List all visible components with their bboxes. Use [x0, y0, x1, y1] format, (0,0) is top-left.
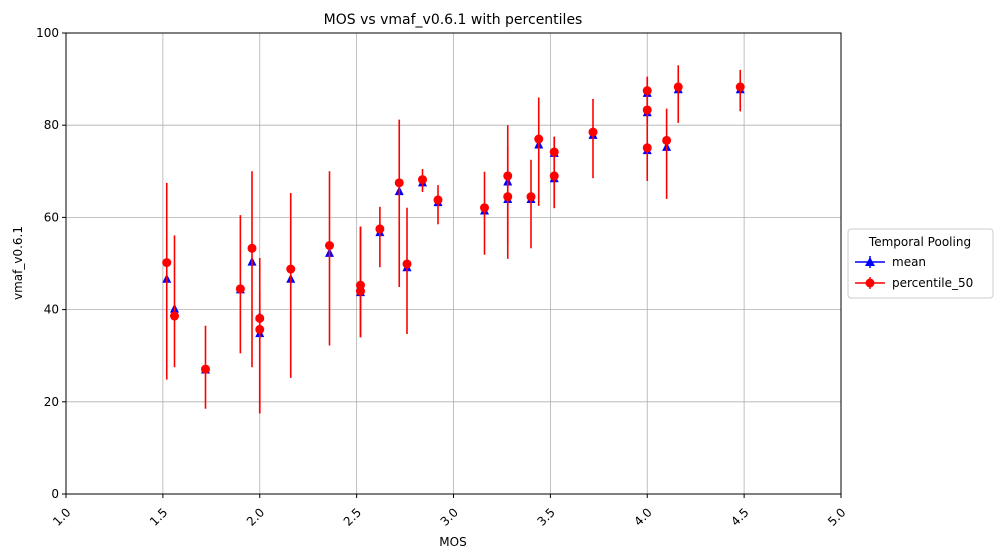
x-tick-label: 4.5 [728, 505, 751, 528]
legend-entry-percentile-50: percentile_50 [855, 276, 973, 290]
percentile-50-point [642, 143, 652, 153]
data-marks [162, 65, 745, 414]
percentile-50-point [247, 243, 257, 253]
percentile-50-point [418, 175, 427, 185]
legend-box [847, 228, 994, 299]
percentile-50-point [402, 259, 412, 269]
percentile-50-point [588, 127, 598, 137]
percentile-50-point [433, 195, 443, 205]
percentile-50-point [549, 171, 559, 181]
y-tick-label: 0 [51, 487, 59, 501]
percentile-50-point [735, 82, 745, 92]
percentile-50-point [201, 364, 210, 374]
y-axis-label: vmaf_v0.6.1 [11, 226, 25, 300]
percentile-50-point [286, 264, 296, 274]
y-tick-label: 60 [44, 210, 59, 224]
percentile-50-point [662, 135, 672, 145]
x-tick-label: 3.0 [438, 505, 461, 528]
grid [65, 32, 842, 495]
y-tick-label: 100 [36, 26, 59, 40]
chart-title: MOS vs vmaf_v0.6.1 with percentiles [324, 12, 583, 28]
percentile-50-point [503, 192, 513, 202]
percentile-50-point [642, 86, 652, 96]
percentile-50-point [170, 311, 179, 321]
percentile-50-point [673, 82, 683, 92]
percentile-50-point [642, 105, 652, 115]
legend-title: Temporal Pooling [868, 235, 971, 249]
x-tick-label: 4.0 [631, 505, 654, 528]
y-tick-label: 20 [44, 395, 59, 409]
percentile-50-point [480, 203, 489, 213]
x-tick-label: 2.5 [341, 505, 364, 528]
x-axis-label: MOS [439, 535, 466, 549]
y-tick-label: 80 [44, 118, 59, 132]
percentile-50-point [162, 258, 172, 268]
percentile-50-point [255, 324, 265, 334]
x-tick-label: 1.5 [147, 505, 170, 528]
legend: Temporal Pooling mean percentile_50 [847, 228, 994, 299]
percentile-50-point [534, 134, 544, 144]
percentile-50-point [255, 313, 265, 323]
x-ticks: 1.0 1.5 2.0 2.5 3.0 3.5 4.0 4.5 5.0 [50, 494, 849, 529]
legend-label-percentile-50: percentile_50 [892, 276, 973, 290]
x-tick-label: 3.5 [535, 505, 558, 528]
legend-entry-mean: mean [855, 255, 926, 269]
x-tick-label: 5.0 [825, 505, 848, 528]
legend-circle-marker [865, 278, 875, 288]
percentile-50-point [549, 147, 559, 157]
percentile-50-point [325, 241, 334, 251]
percentile-50-point [394, 178, 404, 188]
y-tick-label: 40 [44, 303, 59, 317]
x-tick-label: 1.0 [50, 505, 73, 528]
percentile-50-point [375, 224, 385, 234]
percentile-50-point [235, 284, 245, 294]
x-tick-label: 2.0 [244, 505, 267, 528]
legend-label-mean: mean [892, 255, 926, 269]
legend-triangle-marker [865, 257, 875, 266]
percentile-50-point [503, 171, 513, 181]
y-ticks: 0 20 40 60 80 100 [36, 26, 66, 501]
percentile-50-point [526, 192, 536, 202]
percentile-50-point [356, 286, 365, 296]
